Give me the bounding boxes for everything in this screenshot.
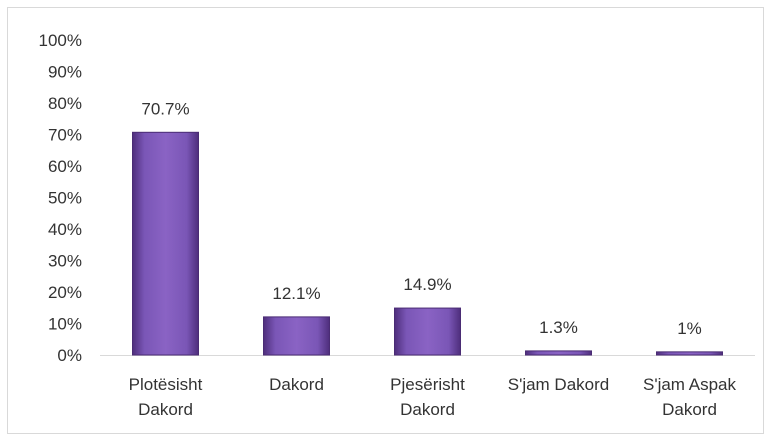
category-label: S'jam Aspak: [643, 375, 737, 394]
data-label: 1.3%: [539, 318, 578, 337]
data-label: 70.7%: [141, 99, 189, 118]
bar-0: [132, 131, 199, 356]
bar-3: [525, 350, 592, 356]
y-tick-label: 70%: [48, 126, 82, 145]
y-tick-label: 20%: [48, 283, 82, 302]
y-tick-label: 90%: [48, 63, 82, 82]
y-tick-label: 0%: [57, 346, 82, 365]
y-tick-label: 50%: [48, 189, 82, 208]
category-label: Dakord: [400, 400, 455, 419]
data-label: 12.1%: [272, 284, 320, 303]
category-label: Pjesërisht: [390, 375, 465, 394]
category-label: Plotësisht: [129, 375, 203, 394]
bar-2: [394, 307, 461, 356]
y-tick-label: 30%: [48, 252, 82, 271]
y-tick-label: 80%: [48, 94, 82, 113]
category-label: Dakord: [662, 400, 717, 419]
y-tick-label: 10%: [48, 315, 82, 334]
category-label: Dakord: [138, 400, 193, 419]
bar-1: [263, 316, 330, 356]
category-label: S'jam Dakord: [508, 375, 610, 394]
data-label: 1%: [677, 319, 702, 338]
y-tick-label: 100%: [39, 31, 82, 50]
category-label: Dakord: [269, 375, 324, 394]
y-tick-label: 40%: [48, 220, 82, 239]
bar-4: [656, 351, 723, 356]
y-tick-label: 60%: [48, 157, 82, 176]
data-label: 14.9%: [403, 275, 451, 294]
